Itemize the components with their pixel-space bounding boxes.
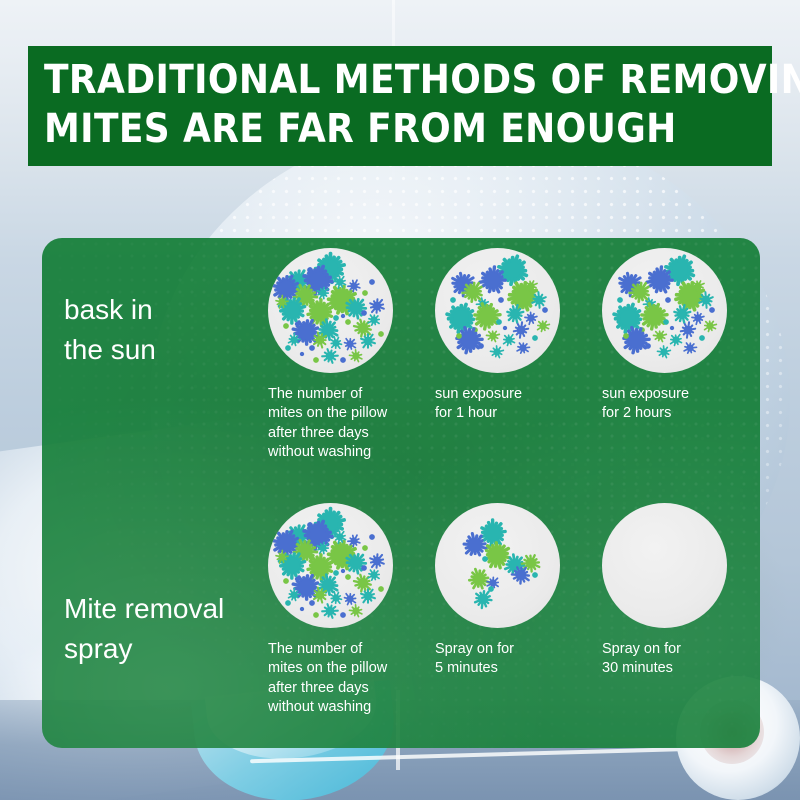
mite-dish-sun-2-hours <box>602 248 727 373</box>
cell-sun-baseline: The number of mites on the pillow after th… <box>268 248 432 462</box>
cell-spray-5-minutes: Spray on for 5 minutes <box>435 503 599 679</box>
mite-dish-spray-baseline <box>268 503 393 628</box>
row-bask-in-the-sun: bask in the sun The number of mites on the… <box>42 238 760 493</box>
row-cells-bask-in-the-sun: The number of mites on the pillow after th… <box>268 238 760 493</box>
headline-line-1: TRADITIONAL METHODS OF REMOVING <box>44 57 800 103</box>
row-cells-mite-removal-spray: The number of mites on the pillow after th… <box>268 493 760 748</box>
caption-spray-30-minutes: Spray on for 30 minutes <box>602 641 681 677</box>
caption-sun-1-hour: sun exposure for 1 hour <box>435 386 523 422</box>
caption-spray-5-minutes: Spray on for 5 minutes <box>435 641 514 677</box>
cell-sun-2-hours: sun exposure for 2 hours <box>602 248 760 424</box>
caption-sun-baseline: The number of mites on the pillow after th… <box>268 386 388 460</box>
headline-line-2: MITES ARE FAR FROM ENOUGH <box>44 105 677 152</box>
mite-dish-spray-30-minutes <box>602 503 727 628</box>
mite-dish-sun-baseline <box>268 248 393 373</box>
cell-sun-1-hour: sun exposure for 1 hour <box>435 248 599 424</box>
row-label-bask-in-the-sun: bask in the sun <box>64 294 156 365</box>
caption-spray-baseline: The number of mites on the pillow after th… <box>268 641 388 715</box>
mite-dish-spray-5-minutes <box>435 503 560 628</box>
comparison-panel: bask in the sun The number of mites on the… <box>42 238 760 748</box>
cell-spray-30-minutes: Spray on for 30 minutes <box>602 503 760 679</box>
headline-banner: TRADITIONAL METHODS OF REMOVING MITES AR… <box>28 46 800 166</box>
mite-dish-sun-1-hour <box>435 248 560 373</box>
cell-spray-baseline: The number of mites on the pillow after th… <box>268 503 432 717</box>
caption-sun-2-hours: sun exposure for 2 hours <box>602 386 690 422</box>
row-mite-removal-spray: Mite removal spray The number of mites on … <box>42 493 760 748</box>
row-label-mite-removal-spray: Mite removal spray <box>64 593 225 664</box>
